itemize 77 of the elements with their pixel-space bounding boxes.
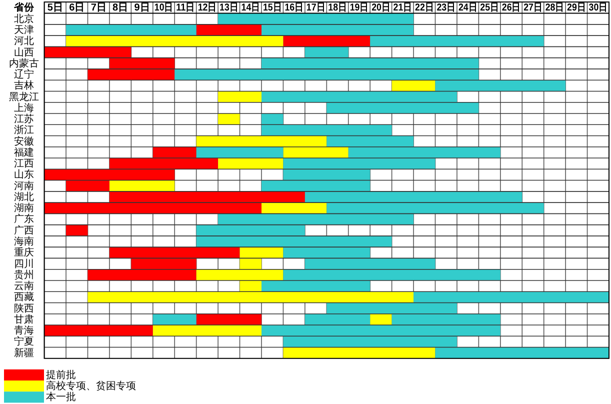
y-tick-label: 陕西: [14, 302, 34, 314]
y-tick-label: 天津: [14, 24, 34, 36]
y-tick-label: 吉林: [14, 80, 34, 92]
bar: [218, 113, 240, 125]
bar: [196, 314, 262, 326]
x-tick-label: 26日: [502, 2, 524, 14]
bar: [218, 158, 284, 170]
y-tick-label: 重庆: [14, 246, 34, 259]
legend-label: 提前批: [46, 368, 76, 381]
bar: [218, 91, 262, 102]
bar: [196, 24, 262, 36]
x-tick-label: 6日: [69, 2, 85, 14]
y-tick-label: 辽宁: [14, 68, 34, 81]
x-tick-label: 27日: [524, 2, 545, 14]
bar: [370, 314, 392, 326]
y-tick-label: 福建: [14, 146, 34, 158]
x-tick-label: 14日: [241, 2, 262, 14]
y-tick-label: 河北: [14, 35, 34, 48]
x-tick-label: 22日: [415, 2, 436, 14]
x-tick-label: 29日: [567, 2, 588, 14]
y-tick-label: 西藏: [14, 291, 34, 304]
y-tick-label: 宁夏: [14, 336, 34, 348]
x-tick-label: 21日: [393, 2, 414, 14]
y-tick-label: 海南: [14, 236, 34, 248]
bar: [261, 202, 327, 214]
x-tick-label: 24日: [458, 2, 480, 14]
bar: [152, 325, 262, 336]
bar: [392, 80, 436, 92]
bar: [66, 24, 196, 36]
y-tick-label: 云南: [14, 280, 34, 292]
x-tick-label: 8日: [112, 2, 128, 14]
y-tick-label: 青海: [14, 324, 34, 337]
legend-label: 本一批: [46, 391, 76, 404]
x-tick-label: 20日: [372, 2, 393, 14]
y-tick-label: 广西: [14, 224, 34, 236]
y-tick-label: 甘肃: [14, 313, 34, 326]
bar: [283, 347, 436, 358]
x-tick-label: 11日: [176, 2, 197, 14]
y-tick-label: 山西: [14, 46, 34, 58]
y-tick-label: 河南: [14, 180, 34, 192]
y-tick-label: 江苏: [14, 113, 34, 126]
x-tick-label: 12日: [198, 2, 219, 14]
bar: [66, 224, 88, 236]
y-tick-label: 贵州: [14, 268, 34, 281]
y-axis-title: 省份: [13, 2, 36, 14]
y-tick-label: 浙江: [14, 124, 34, 136]
x-tick-label: 19日: [350, 2, 371, 14]
y-tick-label: 内蒙古: [9, 57, 40, 70]
bar: [109, 180, 175, 192]
x-tick-label: 25日: [480, 2, 502, 14]
x-tick-label: 17日: [306, 2, 328, 14]
x-tick-label: 10日: [154, 2, 176, 14]
x-tick-label: 28日: [545, 2, 566, 14]
bar: [66, 36, 284, 47]
x-tick-label: 18日: [328, 2, 350, 14]
legend-label: 高校专项、贫困专项: [46, 380, 136, 392]
bar: [152, 314, 196, 326]
bar: [283, 36, 370, 47]
x-tick-label: 9日: [134, 2, 150, 14]
x-tick-label: 7日: [90, 2, 106, 14]
x-tick-label: 30日: [588, 2, 610, 14]
x-tick-label: 16日: [284, 2, 306, 14]
x-tick-label: 5日: [47, 2, 63, 14]
y-tick-label: 黑龙江: [9, 90, 40, 103]
y-tick-label: 安徽: [14, 135, 34, 148]
y-tick-label: 湖北: [14, 190, 34, 203]
y-tick-label: 江西: [14, 158, 34, 170]
y-tick-label: 北京: [14, 12, 34, 25]
y-tick-label: 上海: [14, 102, 34, 114]
x-tick-label: 13日: [220, 2, 241, 14]
y-tick-label: 新疆: [14, 346, 34, 359]
y-tick-label: 四川: [14, 258, 34, 270]
y-tick-label: 湖南: [14, 202, 34, 214]
x-tick-label: 23日: [436, 2, 458, 14]
x-tick-label: 15日: [262, 2, 284, 14]
y-tick-label: 广东: [14, 213, 34, 226]
y-tick-label: 山东: [14, 168, 34, 181]
